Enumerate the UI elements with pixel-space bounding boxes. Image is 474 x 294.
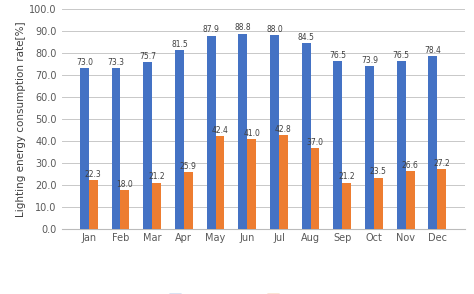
Text: 73.9: 73.9	[361, 56, 378, 65]
Text: 21.2: 21.2	[338, 173, 355, 181]
Bar	[342, 183, 351, 229]
Legend: Internal Blind, External Blind: Internal Blind, External Blind	[164, 290, 362, 294]
Bar	[238, 34, 247, 229]
Text: 27.2: 27.2	[433, 159, 450, 168]
Text: 81.5: 81.5	[171, 39, 188, 49]
Text: 25.9: 25.9	[180, 162, 197, 171]
Bar	[406, 171, 415, 229]
Text: 87.9: 87.9	[203, 25, 219, 34]
Bar	[310, 148, 319, 229]
Text: 73.3: 73.3	[108, 58, 125, 67]
Text: 84.5: 84.5	[298, 33, 315, 42]
Bar	[270, 35, 279, 229]
Bar	[216, 136, 224, 229]
Bar	[120, 190, 129, 229]
Text: 21.2: 21.2	[148, 173, 165, 181]
Bar	[80, 69, 89, 229]
Bar	[438, 169, 446, 229]
Text: 42.4: 42.4	[211, 126, 228, 135]
Bar	[428, 56, 438, 229]
Text: 42.8: 42.8	[275, 125, 292, 134]
Text: 41.0: 41.0	[243, 129, 260, 138]
Bar	[111, 68, 120, 229]
Bar	[365, 66, 374, 229]
Text: 75.7: 75.7	[139, 52, 156, 61]
Bar	[397, 61, 406, 229]
Bar	[143, 62, 152, 229]
Bar	[374, 178, 383, 229]
Bar	[184, 172, 193, 229]
Bar	[247, 139, 256, 229]
Bar	[279, 135, 288, 229]
Text: 22.3: 22.3	[85, 170, 101, 179]
Bar	[89, 180, 98, 229]
Bar	[302, 43, 310, 229]
Bar	[333, 61, 342, 229]
Text: 78.4: 78.4	[424, 46, 441, 55]
Y-axis label: Lighting energy consumption rate[%]: Lighting energy consumption rate[%]	[17, 21, 27, 217]
Text: 88.0: 88.0	[266, 25, 283, 34]
Text: 88.8: 88.8	[235, 24, 251, 32]
Text: 23.5: 23.5	[370, 167, 387, 176]
Text: 76.5: 76.5	[393, 51, 410, 60]
Bar	[207, 36, 216, 229]
Bar	[152, 183, 161, 229]
Text: 76.5: 76.5	[329, 51, 346, 60]
Bar	[175, 50, 184, 229]
Text: 26.6: 26.6	[401, 161, 419, 170]
Text: 37.0: 37.0	[307, 138, 324, 147]
Text: 73.0: 73.0	[76, 58, 93, 67]
Text: 18.0: 18.0	[117, 180, 133, 188]
